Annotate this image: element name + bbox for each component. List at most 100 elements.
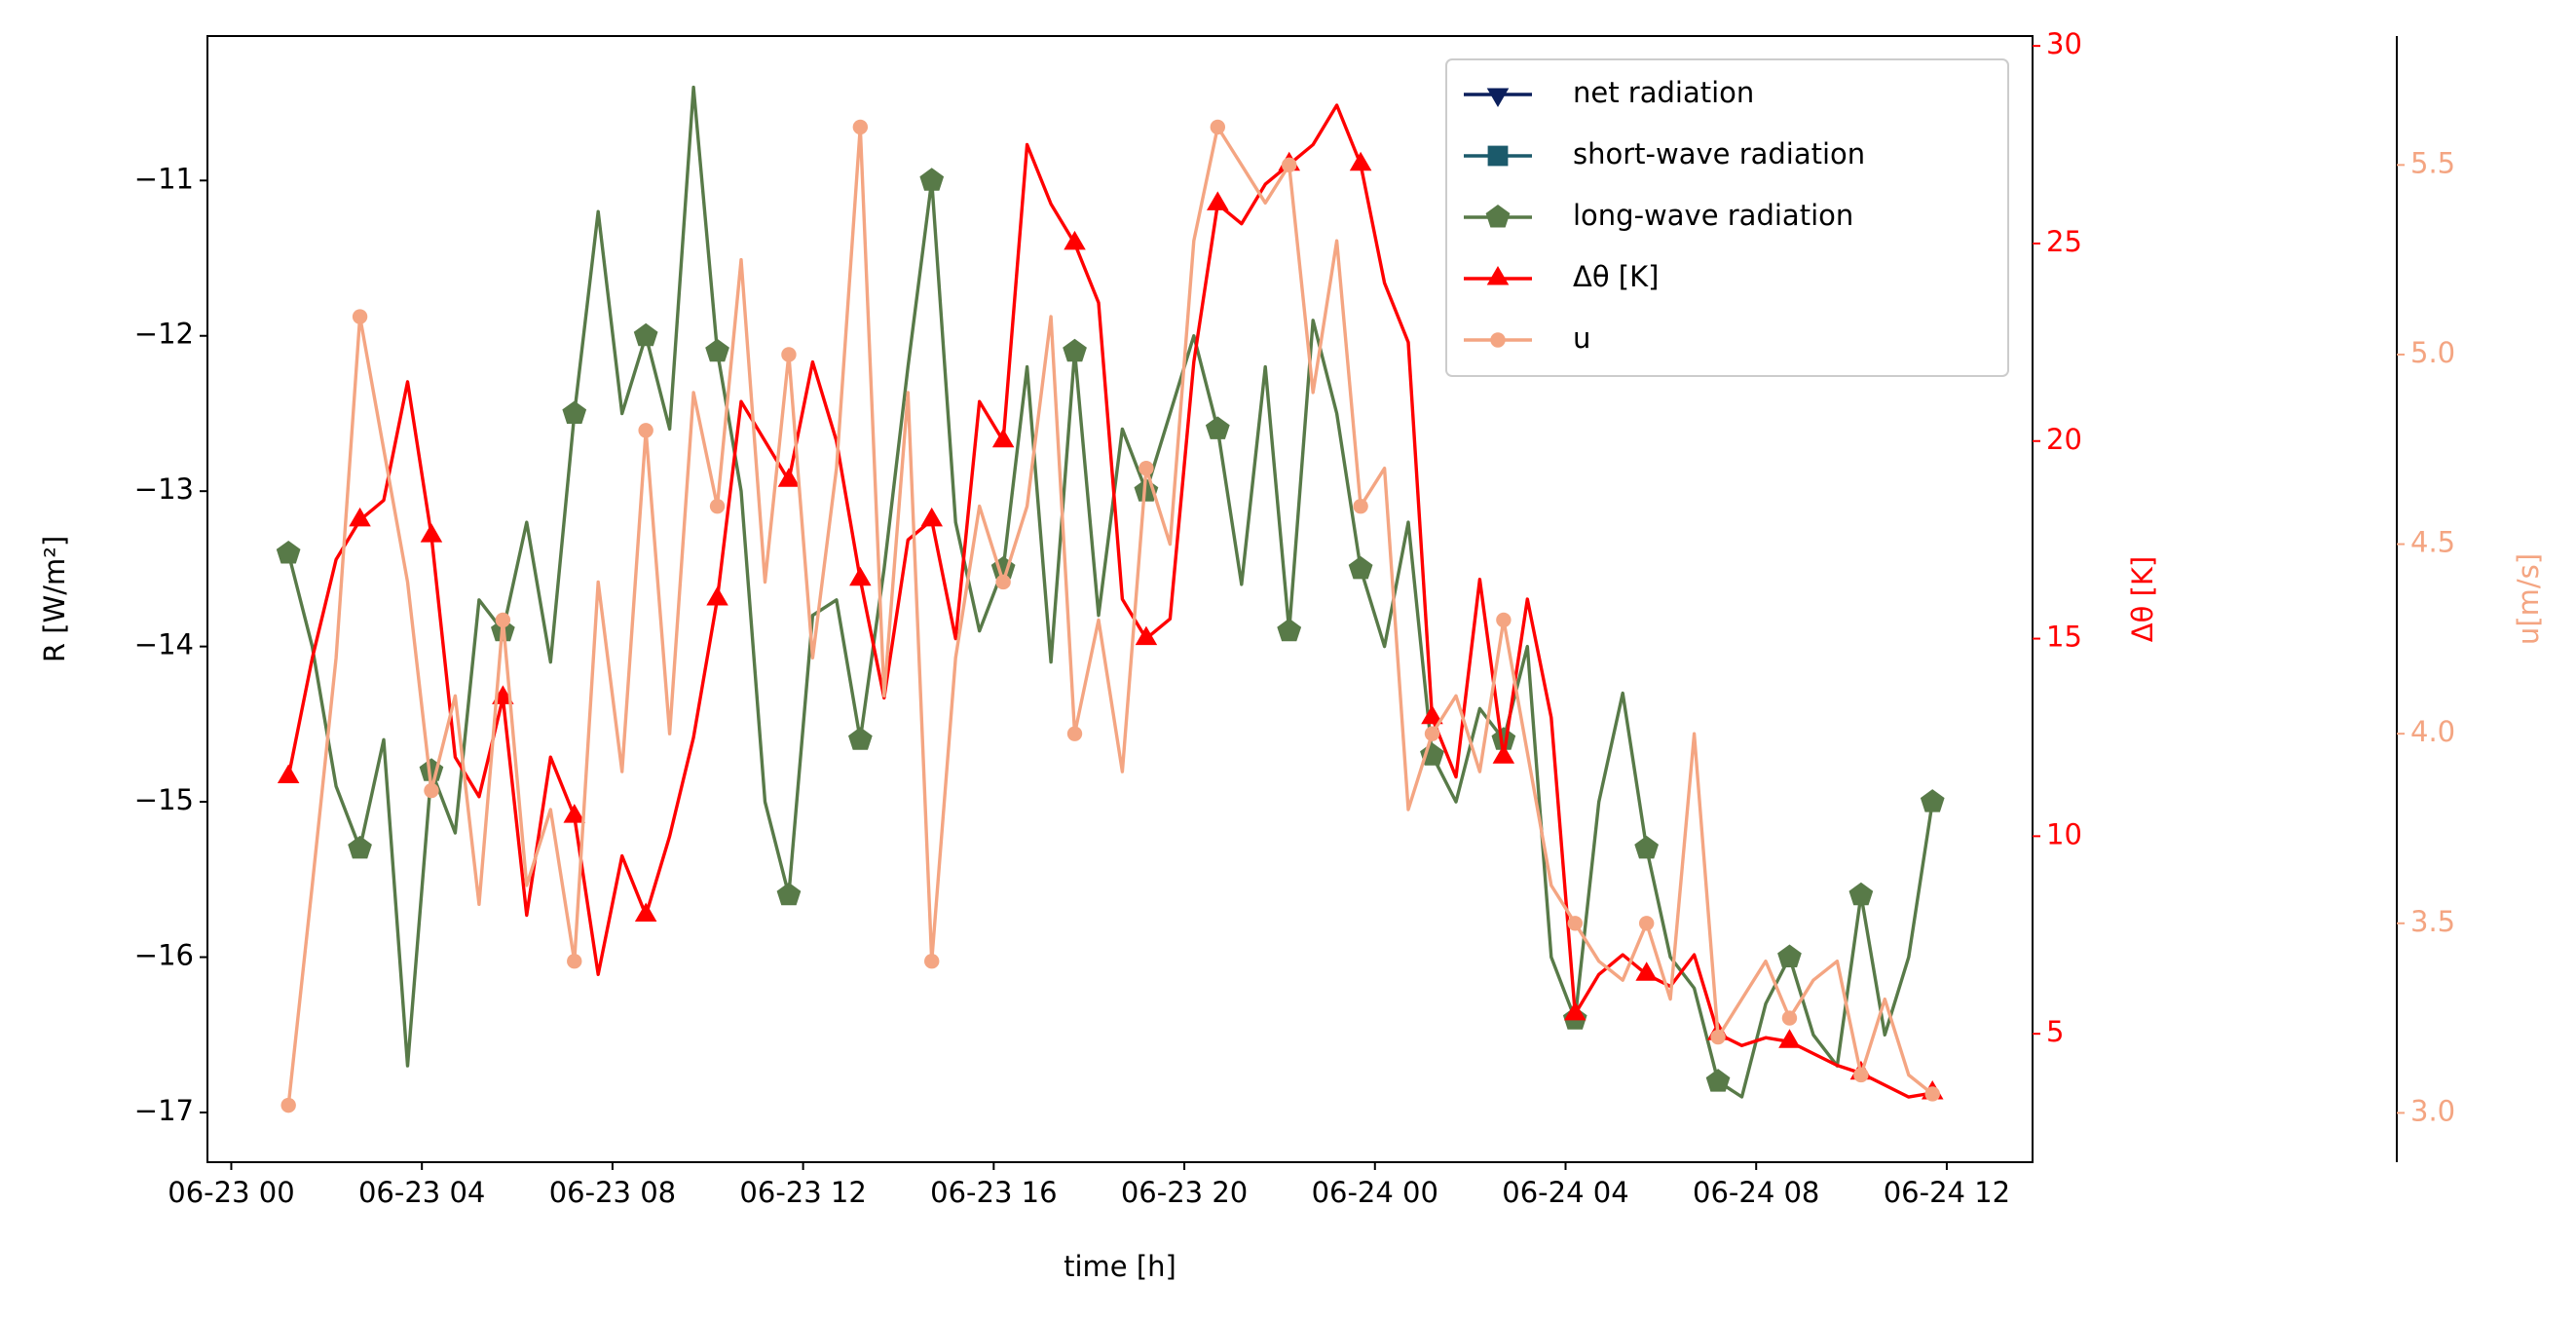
marker [1349,151,1372,171]
marker [1638,916,1655,931]
marker [352,309,368,324]
marker [1210,119,1226,135]
y3-axis-label: u[m/s] [2512,553,2545,645]
legend-marker [1485,205,1511,228]
marker [1564,1000,1587,1021]
x-tick-label: 06-24 00 [1312,1176,1438,1209]
y3-tick-label: 4.5 [2410,526,2455,559]
marker [919,168,945,191]
marker [849,566,872,586]
y3-tick-label: 5.0 [2410,336,2455,369]
marker [1348,555,1373,580]
legend-marker [1490,332,1506,348]
marker [1281,157,1297,173]
marker [848,727,873,750]
legend-marker [1487,145,1509,167]
series-line [286,125,1934,1106]
marker [633,322,658,347]
marker [424,782,439,799]
legend-label: long-wave radiation [1573,199,1853,232]
marker [1853,1067,1869,1083]
x-tick-label: 06-24 08 [1693,1176,1819,1209]
marker [1920,789,1945,812]
marker [495,612,511,628]
x-tick-label: 06-23 04 [358,1176,485,1209]
x-tick-label: 06-23 16 [930,1176,1057,1209]
marker [1064,230,1086,250]
marker [706,586,728,606]
marker [1496,612,1512,628]
marker [1492,744,1515,764]
marker [1848,882,1874,906]
marker [705,338,729,362]
y3-tick-label: 4.0 [2410,715,2455,748]
y3-tick-label: 5.5 [2410,146,2455,179]
x-tick-label: 06-23 08 [549,1176,676,1209]
y3-tick-label: 3.5 [2410,905,2455,938]
marker [567,954,582,969]
marker [709,498,726,514]
marker [852,119,869,135]
marker [1924,1086,1940,1102]
legend-label: Δθ [K] [1573,260,1659,293]
x-tick-label: 06-23 20 [1121,1176,1248,1209]
legend-marker [1486,266,1510,285]
series-line [286,85,1934,1099]
y2-axis-label: Δθ [K] [2126,556,2159,642]
marker [1705,1069,1731,1092]
marker [1139,461,1154,476]
marker [563,804,585,823]
y-tick-label: −11 [134,162,194,195]
legend-box [1445,58,2009,377]
marker [924,954,940,969]
y-tick-label: −13 [134,472,194,506]
y-tick-label: −12 [134,318,194,351]
marker [1634,835,1659,859]
y-tick-label: −14 [134,628,194,661]
marker [1778,1029,1801,1048]
marker [991,428,1015,448]
marker [562,400,587,424]
marker [1277,618,1302,642]
legend-label: short-wave radiation [1573,137,1865,170]
legend-marker [1486,88,1510,107]
marker [277,764,300,783]
marker [776,882,802,906]
marker [634,902,657,922]
legend-label: net radiation [1573,76,1754,109]
marker [1710,1029,1726,1045]
marker [1421,704,1443,725]
y2-tick-label: 15 [2046,621,2082,654]
x-tick-label: 06-24 12 [1884,1176,2010,1209]
marker [1353,498,1368,514]
x-tick-label: 06-23 12 [739,1176,866,1209]
marker [420,523,443,543]
y2-tick-label: 25 [2046,225,2082,258]
x-tick-label: 06-24 04 [1502,1176,1628,1209]
y-tick-label: −16 [134,939,194,972]
marker [276,541,301,564]
legend-label: u [1573,321,1590,355]
marker [995,574,1011,590]
marker [1635,962,1658,981]
marker [1491,727,1516,750]
marker [1777,944,1802,967]
marker [1567,916,1583,931]
y2-tick-label: 30 [2046,27,2082,60]
marker [348,835,372,859]
plot-frame [206,35,2034,1163]
y2-tick-label: 5 [2046,1015,2064,1048]
y-tick-label: −17 [134,1094,194,1127]
marker [1781,1010,1798,1026]
series-line [286,103,1933,1099]
x-tick-label: 06-23 00 [168,1176,294,1209]
marker [349,507,371,527]
marker [781,347,797,362]
marker [1424,726,1440,741]
x-axis-label: time [h] [1064,1250,1176,1283]
y-tick-label: −15 [134,783,194,816]
y-axis-label: R [W/m²] [38,536,71,662]
marker [777,468,801,487]
